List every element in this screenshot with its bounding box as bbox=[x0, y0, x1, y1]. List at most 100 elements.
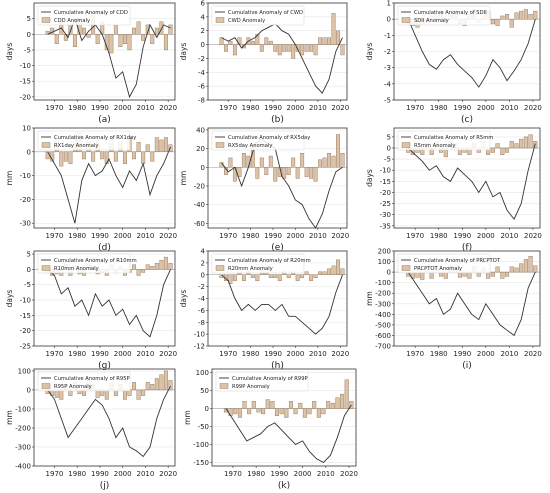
anomaly-bar bbox=[505, 271, 510, 277]
y-tick-label: -8 bbox=[198, 319, 205, 327]
anomaly-bar bbox=[304, 167, 309, 177]
anomaly-bar bbox=[505, 147, 510, 153]
anomaly-bar bbox=[284, 408, 289, 418]
legend-box bbox=[397, 253, 491, 274]
anomaly-bar bbox=[273, 44, 278, 52]
anomaly-bar bbox=[59, 151, 64, 167]
x-tick-label: 2020 bbox=[524, 104, 542, 112]
anomaly-bar bbox=[223, 44, 228, 52]
x-tick-label: 1990 bbox=[264, 104, 282, 112]
anomaly-bar bbox=[91, 151, 96, 162]
anomaly-bar bbox=[141, 34, 146, 41]
x-tick-label: 1990 bbox=[453, 350, 471, 358]
panel-letter: (a) bbox=[98, 115, 111, 125]
legend-bar-swatch bbox=[401, 265, 411, 271]
anomaly-bar bbox=[136, 21, 141, 35]
x-tick-label: 2010 bbox=[500, 350, 518, 358]
anomaly-bar bbox=[136, 269, 141, 276]
anomaly-bar bbox=[45, 151, 50, 160]
y-tick-label: -400 bbox=[15, 463, 31, 471]
anomaly-bar bbox=[72, 34, 77, 48]
anomaly-bar bbox=[237, 167, 242, 177]
x-tick-label: 1970 bbox=[406, 350, 424, 358]
y-tick-label: -400 bbox=[375, 311, 391, 319]
x-tick-label: 2010 bbox=[137, 232, 155, 240]
anomaly-bar bbox=[268, 155, 273, 168]
y-axis-label: days bbox=[365, 43, 374, 61]
y-tick-label: -2 bbox=[384, 48, 391, 56]
y-tick-label: -300 bbox=[15, 443, 31, 451]
anomaly-bar bbox=[163, 34, 168, 51]
x-tick-label: 2000 bbox=[477, 104, 495, 112]
anomaly-bar bbox=[340, 153, 345, 168]
y-tick-label: -4 bbox=[198, 69, 206, 77]
legend-box bbox=[37, 253, 131, 274]
panel-letter: (j) bbox=[100, 481, 110, 491]
x-tick-label: 2000 bbox=[114, 470, 132, 478]
x-tick-label: 1970 bbox=[46, 104, 64, 112]
anomaly-bar bbox=[509, 141, 514, 149]
y-tick-label: -700 bbox=[375, 343, 391, 351]
legend-bar-label: R99P Anomaly bbox=[232, 384, 270, 390]
legend-bar-swatch bbox=[219, 383, 229, 389]
x-tick-label: 1980 bbox=[242, 232, 260, 240]
y-tick-label: -10 bbox=[194, 331, 205, 339]
anomaly-bar bbox=[145, 24, 150, 35]
y-axis-label: mm bbox=[183, 410, 192, 425]
panel-letter: (h) bbox=[271, 361, 284, 371]
y-tick-label: -4 bbox=[198, 295, 206, 303]
anomaly-bar bbox=[490, 271, 495, 277]
anomaly-bar bbox=[250, 274, 255, 278]
y-tick-label: 50 bbox=[200, 387, 209, 395]
panel-g: 5 0 -5 -10 -15 -20 -25 1970 1980 1990 2000 2010 2020… bbox=[5, 251, 177, 371]
legend-box bbox=[211, 130, 305, 151]
y-tick-label: -20 bbox=[20, 196, 31, 204]
y-tick-label: -200 bbox=[375, 290, 391, 298]
cumulative-line bbox=[407, 271, 536, 337]
x-tick-label: 2020 bbox=[524, 350, 542, 358]
legend-bar-label: R95P Anomaly bbox=[54, 384, 92, 390]
x-tick-label: 2000 bbox=[114, 350, 132, 358]
anomaly-bar bbox=[420, 271, 425, 280]
anomaly-bar bbox=[318, 37, 323, 45]
legend-bar-swatch bbox=[215, 142, 225, 148]
y-tick-label: 2 bbox=[201, 259, 205, 267]
anomaly-bar bbox=[533, 10, 538, 20]
legend-box bbox=[211, 5, 305, 26]
anomaly-bar bbox=[154, 27, 159, 35]
anomaly-bar bbox=[163, 256, 168, 270]
legend-bar-swatch bbox=[41, 383, 51, 389]
x-tick-label: 2010 bbox=[500, 232, 518, 240]
x-tick-label: 2020 bbox=[340, 470, 358, 478]
x-tick-label: 1980 bbox=[68, 470, 86, 478]
x-tick-label: 1990 bbox=[91, 232, 109, 240]
y-axis-label: days bbox=[179, 43, 188, 61]
x-tick-label: 1980 bbox=[242, 104, 260, 112]
anomaly-bar bbox=[241, 153, 246, 168]
anomaly-bar bbox=[237, 408, 242, 418]
y-tick-label: -5 bbox=[24, 46, 31, 54]
y-tick-label: -1 bbox=[384, 32, 391, 40]
anomaly-bar bbox=[141, 151, 146, 164]
panel-letter: (d) bbox=[98, 243, 111, 253]
anomaly-bar bbox=[132, 27, 137, 35]
x-tick-label: 1980 bbox=[430, 350, 448, 358]
legend-line-label: Cumulative Anomaly of SDII bbox=[414, 10, 487, 16]
anomaly-bar bbox=[233, 408, 238, 415]
y-tick-label: 0 bbox=[27, 148, 31, 156]
legend-bar-label: PRCPTOT Anomaly bbox=[414, 266, 462, 272]
x-tick-label: 1980 bbox=[430, 104, 448, 112]
anomaly-bar bbox=[309, 44, 314, 52]
y-axis-label: mm bbox=[365, 291, 374, 306]
y-tick-label: -15 bbox=[380, 178, 391, 186]
anomaly-bar bbox=[168, 380, 173, 391]
legend-box bbox=[215, 371, 309, 392]
legend-bar-label: SDII Anomaly bbox=[414, 18, 449, 24]
cumulative-line bbox=[225, 404, 352, 463]
cumulative-line bbox=[47, 269, 171, 338]
anomaly-bar bbox=[312, 401, 317, 409]
y-tick-label: 200 bbox=[378, 248, 391, 256]
y-tick-label: -8 bbox=[198, 97, 205, 105]
legend-line-label: Cumulative Anomaly of R20mm bbox=[228, 258, 311, 264]
cumulative-line bbox=[47, 146, 171, 224]
